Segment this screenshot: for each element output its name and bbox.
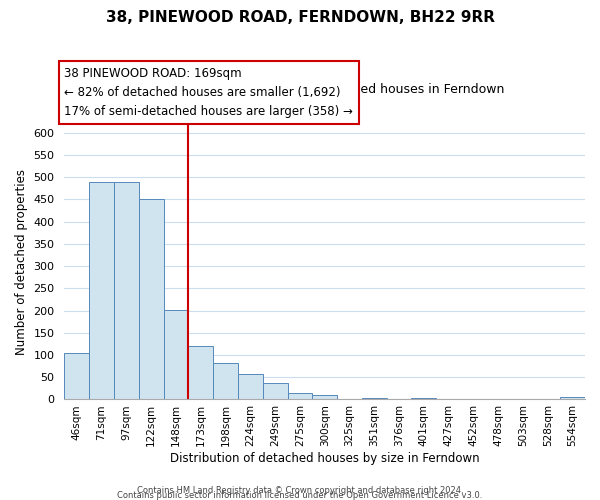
Bar: [313, 395, 337, 400]
Bar: [213, 362, 238, 400]
Bar: [412, 398, 436, 400]
Bar: [89, 182, 114, 400]
Text: Contains HM Land Registry data © Crown copyright and database right 2024.: Contains HM Land Registry data © Crown c…: [137, 486, 463, 495]
Bar: [263, 384, 287, 400]
Bar: [287, 393, 313, 400]
Bar: [64, 353, 89, 400]
Y-axis label: Number of detached properties: Number of detached properties: [15, 168, 28, 354]
Text: 38 PINEWOOD ROAD: 169sqm
← 82% of detached houses are smaller (1,692)
17% of sem: 38 PINEWOOD ROAD: 169sqm ← 82% of detach…: [64, 67, 353, 118]
Bar: [139, 200, 164, 400]
Text: 38, PINEWOOD ROAD, FERNDOWN, BH22 9RR: 38, PINEWOOD ROAD, FERNDOWN, BH22 9RR: [106, 10, 494, 25]
Bar: [238, 374, 263, 400]
Bar: [560, 397, 585, 400]
Bar: [362, 398, 386, 400]
Text: Contains public sector information licensed under the Open Government Licence v3: Contains public sector information licen…: [118, 491, 482, 500]
X-axis label: Distribution of detached houses by size in Ferndown: Distribution of detached houses by size …: [170, 452, 479, 465]
Title: Size of property relative to detached houses in Ferndown: Size of property relative to detached ho…: [146, 83, 504, 96]
Bar: [188, 346, 213, 400]
Bar: [164, 310, 188, 400]
Bar: [114, 182, 139, 400]
